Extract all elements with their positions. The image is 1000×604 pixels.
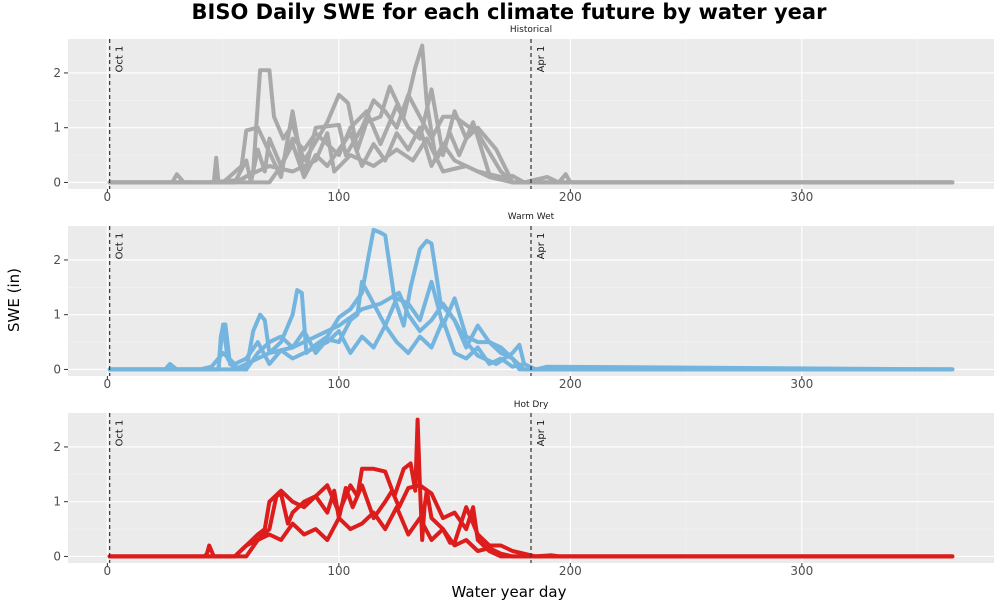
y-tick-label: 0 [53, 549, 61, 563]
series-line-historical [107, 92, 955, 185]
y-tick-label: 2 [53, 440, 61, 454]
reference-line-label: Oct 1 [115, 46, 126, 73]
series-line-hot-dry [107, 505, 955, 559]
x-tick-label: 200 [559, 564, 582, 578]
series-line-historical [107, 125, 955, 185]
chart-title: BISO Daily SWE for each climate future b… [192, 0, 828, 24]
series-line-hot-dry [107, 417, 955, 559]
x-tick-label: 100 [327, 190, 350, 204]
x-tick-label: 0 [104, 377, 112, 391]
series-line-warm-wet [107, 318, 955, 372]
y-tick-label: 2 [53, 66, 61, 80]
y-tick-label: 1 [53, 495, 61, 509]
panel-hot-dry: Hot Dry Oct 1 Apr 1 0 1 2 0 100 200 300 [53, 400, 994, 578]
y-axis-title: SWE (in) [5, 268, 23, 332]
series-line-hot-dry [107, 483, 955, 559]
series-line-historical [107, 131, 955, 185]
x-tick-label: 100 [327, 564, 350, 578]
y-tick-label: 1 [53, 121, 61, 135]
reference-line-label: Oct 1 [115, 420, 126, 447]
panel-historical: Historical Oct 1 Apr 1 0 1 2 0 100 200 300 [53, 25, 994, 204]
x-tick-label: 0 [104, 564, 112, 578]
x-tick-label: 100 [327, 377, 350, 391]
x-tick-label: 300 [790, 377, 813, 391]
reference-line-label: Oct 1 [115, 233, 126, 260]
reference-line-label: Apr 1 [536, 46, 547, 73]
facet-strip-label: Historical [510, 25, 552, 35]
x-tick-label: 200 [559, 190, 582, 204]
series-line-warm-wet [107, 279, 955, 372]
reference-line-label: Apr 1 [536, 233, 547, 260]
y-tick-label: 0 [53, 175, 61, 189]
panel-warm-wet: Warm Wet Oct 1 Apr 1 0 1 2 0 100 200 300 [53, 212, 994, 391]
x-tick-label: 300 [790, 564, 813, 578]
series-line-historical [107, 87, 955, 185]
x-tick-label: 300 [790, 190, 813, 204]
facet-strip-label: Hot Dry [514, 400, 549, 410]
y-tick-label: 1 [53, 308, 61, 322]
x-tick-label: 200 [559, 377, 582, 391]
facet-strip-label: Warm Wet [508, 212, 555, 222]
x-tick-label: 0 [104, 190, 112, 204]
y-tick-label: 0 [53, 362, 61, 376]
x-axis-title: Water year day [452, 583, 567, 600]
reference-line-label: Apr 1 [536, 420, 547, 447]
y-tick-label: 2 [53, 253, 61, 267]
